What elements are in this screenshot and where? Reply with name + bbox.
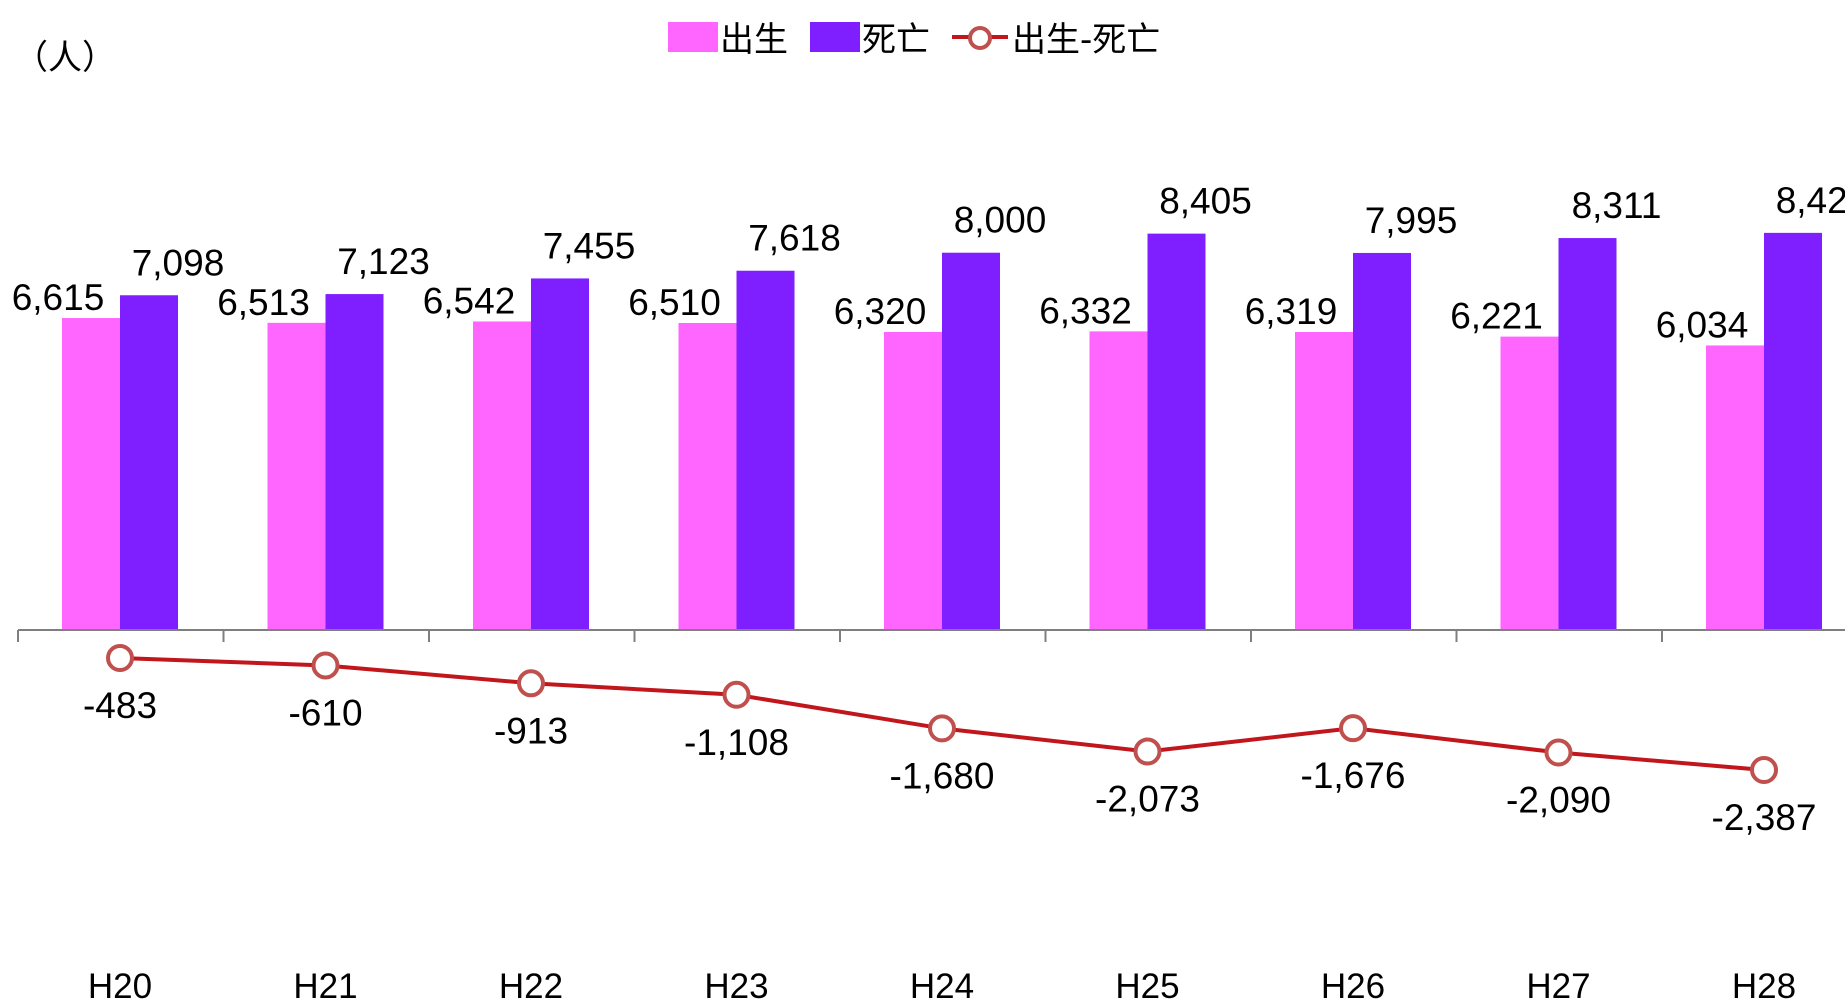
point-net-H23 bbox=[722, 680, 751, 709]
legend-swatch-births bbox=[668, 21, 718, 52]
bar-deaths-H28 bbox=[1764, 232, 1822, 630]
bar-deaths-H27 bbox=[1558, 238, 1617, 631]
data-label-births-H28: 6,034 bbox=[1656, 304, 1749, 345]
data-label-deaths-H24: 8,000 bbox=[954, 200, 1047, 241]
data-label-deaths-H26: 7,995 bbox=[1365, 200, 1458, 241]
bar-deaths-H23 bbox=[736, 270, 795, 630]
bar-deaths-H24 bbox=[942, 252, 1000, 630]
data-label-births-H23: 6,510 bbox=[628, 282, 721, 323]
legend-label-births: 出生 bbox=[720, 20, 788, 60]
data-label-net-H21: -610 bbox=[288, 692, 362, 733]
legend-swatch-deaths bbox=[810, 21, 860, 52]
x-tick-label-H28: H28 bbox=[1732, 967, 1796, 1003]
y-unit-label: （人） bbox=[14, 38, 116, 78]
chart-legend: 出生 死亡 出生-死亡 bbox=[668, 12, 1182, 61]
x-tick-label-H24: H24 bbox=[910, 967, 974, 1003]
data-label-births-H25: 6,332 bbox=[1039, 290, 1132, 331]
x-tick-label-H20: H20 bbox=[88, 967, 152, 1003]
point-net-H20 bbox=[106, 644, 134, 672]
x-tick-label-H21: H21 bbox=[293, 967, 357, 1003]
x-tick-label-H23: H23 bbox=[704, 967, 768, 1003]
bar-births-H25 bbox=[1089, 331, 1148, 630]
bar-births-H21 bbox=[267, 322, 326, 630]
point-net-H25 bbox=[1133, 737, 1162, 766]
data-label-deaths-H23: 7,618 bbox=[748, 218, 841, 259]
data-label-births-H27: 6,221 bbox=[1450, 296, 1543, 337]
x-tick-label-H27: H27 bbox=[1526, 967, 1590, 1003]
bar-births-H22 bbox=[473, 321, 531, 630]
data-label-net-H24: -1,680 bbox=[890, 755, 995, 796]
point-net-H27 bbox=[1544, 738, 1573, 767]
point-net-H26 bbox=[1339, 714, 1367, 743]
legend-label-deaths: 死亡 bbox=[862, 20, 930, 60]
bar-births-H20 bbox=[62, 318, 120, 630]
data-label-net-H25: -2,073 bbox=[1095, 779, 1200, 820]
point-net-H28 bbox=[1750, 756, 1778, 784]
data-label-births-H21: 6,513 bbox=[217, 282, 310, 323]
data-label-net-H23: -1,108 bbox=[684, 722, 789, 763]
bar-births-H23 bbox=[678, 322, 737, 630]
bar-deaths-H22 bbox=[531, 278, 589, 630]
data-label-births-H24: 6,320 bbox=[834, 291, 927, 332]
series-line-net bbox=[119, 656, 1765, 772]
legend-item-net: 出生-死亡 bbox=[952, 12, 1160, 61]
point-net-H21 bbox=[311, 651, 340, 680]
legend-label-net: 出生-死亡 bbox=[1012, 20, 1161, 60]
point-net-H22 bbox=[517, 669, 545, 698]
x-tick-label-H25: H25 bbox=[1115, 967, 1179, 1003]
data-label-net-H28: -2,387 bbox=[1712, 797, 1817, 838]
data-label-deaths-H27: 8,311 bbox=[1572, 185, 1662, 226]
x-tick-label-H22: H22 bbox=[499, 967, 563, 1003]
data-label-net-H27: -2,090 bbox=[1506, 780, 1611, 821]
data-label-net-H22: -913 bbox=[494, 710, 568, 751]
bar-deaths-H20 bbox=[120, 295, 178, 630]
data-label-births-H26: 6,319 bbox=[1245, 291, 1338, 332]
data-label-births-H22: 6,542 bbox=[423, 280, 516, 321]
data-label-deaths-H20: 7,098 bbox=[132, 242, 225, 283]
data-label-deaths-H25: 8,405 bbox=[1159, 181, 1252, 222]
legend-line-net bbox=[952, 22, 1008, 52]
bar-births-H27 bbox=[1500, 336, 1559, 630]
bar-deaths-H26 bbox=[1353, 252, 1411, 630]
bar-births-H28 bbox=[1706, 345, 1764, 630]
bar-deaths-H21 bbox=[325, 294, 384, 630]
data-label-net-H26: -1,676 bbox=[1301, 755, 1406, 796]
point-net-H24 bbox=[928, 714, 956, 743]
data-label-net-H20: -483 bbox=[83, 685, 157, 726]
data-label-deaths-H28: 8,421 bbox=[1776, 180, 1845, 221]
data-label-deaths-H22: 7,455 bbox=[543, 225, 636, 266]
data-label-births-H20: 6,615 bbox=[12, 277, 105, 318]
bar-births-H26 bbox=[1295, 331, 1353, 630]
legend-item-births: 出生 bbox=[668, 12, 788, 61]
legend-item-deaths: 死亡 bbox=[810, 12, 930, 61]
data-label-deaths-H21: 7,123 bbox=[337, 241, 430, 282]
bar-births-H24 bbox=[884, 331, 942, 630]
bar-deaths-H25 bbox=[1147, 233, 1206, 631]
x-tick-label-H26: H26 bbox=[1321, 967, 1385, 1003]
